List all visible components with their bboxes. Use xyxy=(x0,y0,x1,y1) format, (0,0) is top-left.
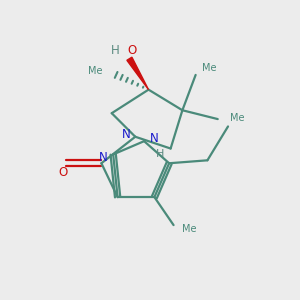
Polygon shape xyxy=(127,57,148,90)
Text: Me: Me xyxy=(202,63,216,73)
Text: H: H xyxy=(156,148,164,158)
Text: N: N xyxy=(98,151,107,164)
Text: Me: Me xyxy=(88,66,103,76)
Text: O: O xyxy=(58,166,68,178)
Text: Me: Me xyxy=(230,112,244,123)
Text: Me: Me xyxy=(182,224,197,235)
Text: N: N xyxy=(122,128,130,141)
Text: N: N xyxy=(150,132,159,145)
Text: H: H xyxy=(111,44,120,57)
Text: O: O xyxy=(128,44,137,57)
